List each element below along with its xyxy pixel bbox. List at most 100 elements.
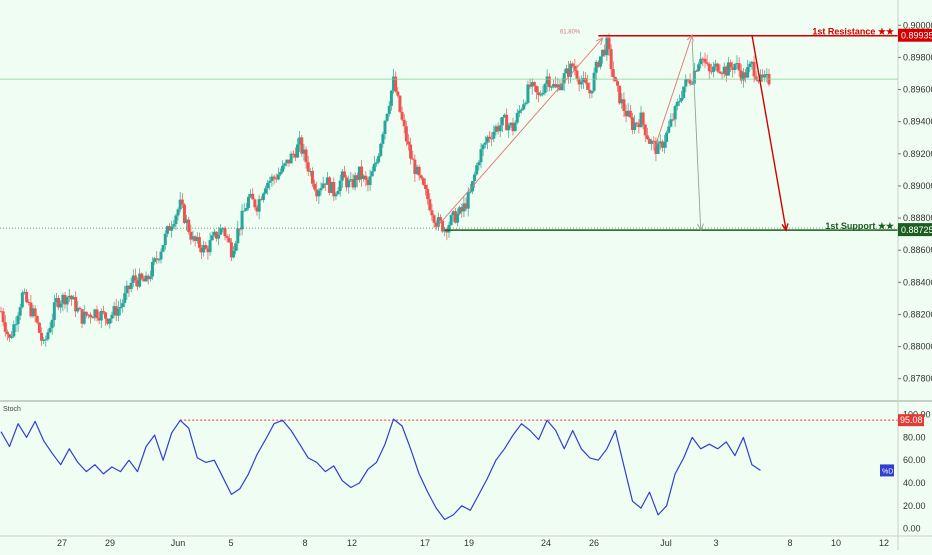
- stoch-title: Stoch: [3, 406, 21, 413]
- candle-body: [765, 74, 769, 76]
- candle-body: [524, 102, 528, 105]
- candle-body: [477, 162, 481, 166]
- candle-body: [492, 131, 496, 139]
- candle-body: [746, 67, 750, 78]
- date-tick-label: 5: [228, 538, 233, 548]
- candle-body: [481, 144, 485, 150]
- candle-body: [42, 340, 46, 342]
- candle-body: [182, 204, 186, 223]
- candle-body: [750, 61, 754, 64]
- resistance-label: 1st Resistance ★★: [812, 27, 895, 37]
- candle-body: [142, 278, 146, 282]
- candle-body: [123, 293, 127, 304]
- candle-body: [652, 140, 656, 142]
- candle-body: [430, 210, 434, 216]
- candle-body: [202, 245, 206, 253]
- candle-body: [419, 175, 423, 179]
- candle-body: [479, 149, 483, 163]
- stoch-pane[interactable]: [0, 418, 898, 521]
- date-tick-label: 27: [57, 538, 67, 548]
- candle-body: [761, 74, 765, 78]
- candle-body: [394, 76, 398, 92]
- candle-body: [421, 178, 425, 185]
- candle-body: [144, 275, 148, 282]
- candle-body: [10, 336, 14, 338]
- candle-body: [29, 302, 33, 317]
- candle-body: [549, 86, 553, 88]
- candle-body: [680, 98, 684, 102]
- candle-body: [5, 331, 9, 335]
- candle-body: [357, 166, 361, 180]
- fib-level-label: 61.80%: [560, 30, 581, 36]
- candle-body: [406, 141, 410, 145]
- candle-body: [398, 95, 402, 112]
- candle-body: [25, 291, 29, 302]
- candle-body: [59, 303, 63, 308]
- candle-body: [308, 170, 312, 172]
- candle-body: [624, 110, 628, 117]
- candle-body: [54, 298, 58, 303]
- candle-body: [153, 258, 157, 262]
- date-tick-label: 17: [420, 538, 430, 548]
- candle-body: [178, 199, 182, 210]
- candle-body: [571, 63, 575, 67]
- candle-body: [485, 136, 489, 143]
- candle-body: [185, 219, 189, 223]
- candle-body: [645, 135, 649, 140]
- candle-body: [195, 237, 199, 241]
- candle-body: [104, 312, 108, 319]
- candle-body: [396, 91, 400, 96]
- candle-body: [718, 71, 722, 74]
- candle-body: [372, 163, 376, 172]
- candle-body: [584, 78, 588, 83]
- stoch-d-line: [0, 418, 761, 521]
- candle-body: [545, 76, 549, 85]
- rise-arrow-1-head: [595, 37, 604, 45]
- candle-body: [249, 193, 253, 197]
- candle-body: [473, 174, 477, 182]
- candle-body: [720, 73, 724, 75]
- candle-body: [150, 261, 154, 277]
- candle-body: [528, 84, 532, 87]
- candle-body: [756, 80, 760, 82]
- stoch-d-badge: [880, 464, 894, 477]
- candle-body: [27, 301, 31, 303]
- candle-body: [116, 308, 120, 316]
- candle-body: [281, 165, 285, 172]
- candle-body: [686, 79, 690, 81]
- candle-body: [146, 275, 150, 280]
- candle-body: [392, 76, 396, 91]
- candle-body: [705, 62, 709, 64]
- candle-body: [628, 110, 632, 118]
- candle-body: [91, 317, 95, 319]
- candle-body: [114, 306, 118, 316]
- candle-body: [44, 339, 48, 341]
- date-tick-label: 8: [302, 538, 307, 548]
- price-pane[interactable]: [0, 33, 898, 347]
- candle-body: [526, 84, 530, 103]
- candle-body: [505, 114, 509, 131]
- candle-body: [590, 90, 594, 94]
- candle-body: [0, 311, 3, 313]
- candle-body: [656, 143, 660, 154]
- candle-body: [665, 132, 669, 142]
- candle-body: [381, 134, 385, 144]
- target-drop-arrow: [691, 41, 702, 231]
- date-tick-label: 10: [831, 538, 841, 548]
- candle-body: [86, 314, 90, 316]
- candle-body: [246, 196, 250, 208]
- candle-body: [509, 122, 513, 126]
- candle-body: [744, 72, 748, 78]
- candle-body: [588, 89, 592, 94]
- candle-body: [223, 228, 227, 237]
- candle-body: [537, 92, 541, 95]
- candle-body: [517, 110, 521, 113]
- candle-body: [159, 251, 163, 260]
- candle-body: [225, 236, 229, 238]
- candle-body: [682, 86, 686, 99]
- candle-body: [214, 231, 218, 239]
- candle-body: [500, 117, 504, 126]
